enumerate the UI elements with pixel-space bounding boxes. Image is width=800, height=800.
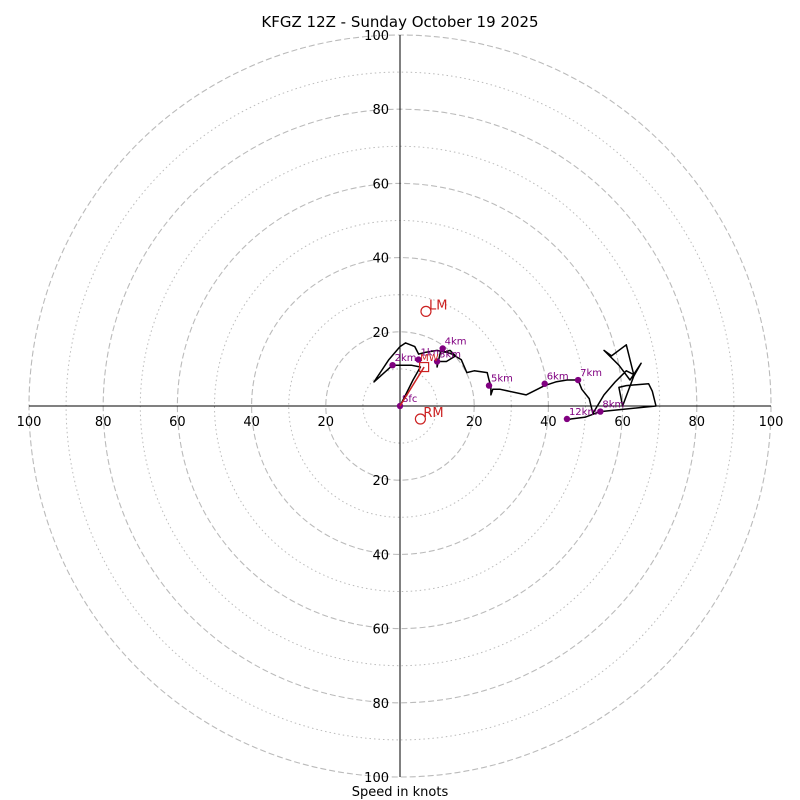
tick-label-right: 100 <box>759 415 784 430</box>
mean-wind-vector <box>399 366 425 407</box>
axis-tick-labels: 20 20 20 20 40 40 40 40 60 60 60 60 80 80 80 80 100 100 10… <box>17 29 784 786</box>
tick-label-left: 40 <box>243 415 260 430</box>
height-marker-1km <box>415 356 422 363</box>
mean-wind-marker <box>419 361 430 373</box>
tick-label-down: 80 <box>372 697 389 712</box>
right-mover-marker <box>414 413 427 425</box>
height-label: 6km <box>547 372 569 383</box>
height-label: 7km <box>580 368 602 379</box>
x-axis-label: Speed in knots <box>352 785 449 800</box>
height-label: Sfc <box>402 394 417 405</box>
right-mover-label: RM <box>423 406 443 421</box>
tick-label-left: 60 <box>169 415 186 430</box>
height-label: 8km <box>602 400 624 411</box>
height-marker-3km <box>433 358 441 365</box>
height-label: 5km <box>491 374 513 385</box>
tick-label-right: 60 <box>614 415 631 430</box>
hodograph-trace <box>373 342 657 422</box>
chart-title: KFGZ 12Z - Sunday October 19 2025 <box>261 13 538 31</box>
tick-label-right: 80 <box>689 415 706 430</box>
tick-label-up: 100 <box>364 29 389 44</box>
tick-label-left: 80 <box>95 415 112 430</box>
left-mover-label: LM <box>429 298 447 313</box>
height-label: 12km <box>569 407 597 418</box>
tick-label-down: 40 <box>372 548 389 563</box>
tick-label-down: 20 <box>372 474 389 489</box>
height-label: 3km <box>439 349 461 360</box>
height-marker-7km <box>574 376 582 384</box>
storm-motion: MW RM LM <box>399 298 447 425</box>
tick-label-up: 40 <box>372 252 389 267</box>
height-label: 1km <box>421 348 443 359</box>
mean-wind-label: MW <box>420 353 439 364</box>
height-marker-2km <box>389 361 396 369</box>
height-label: 2km <box>395 353 417 364</box>
tick-label-down: 100 <box>364 771 389 786</box>
height-marker-8km <box>597 408 604 415</box>
tick-label-left: 20 <box>318 415 335 430</box>
tick-label-right: 20 <box>466 415 483 430</box>
height-marker-6km <box>541 380 548 387</box>
height-marker-5km <box>485 382 493 389</box>
tick-label-up: 80 <box>372 103 389 118</box>
tick-label-left: 100 <box>17 415 42 430</box>
hodograph-series: Sfc 1km 2km 3km 4km 5km 6km 7km 8km 12km <box>373 336 657 423</box>
height-marker-4km <box>439 345 446 352</box>
left-mover-marker <box>420 305 432 317</box>
height-label: 4km <box>445 336 467 347</box>
height-marker-12km <box>563 415 571 423</box>
tick-label-up: 20 <box>372 326 389 341</box>
tick-label-up: 60 <box>372 177 389 192</box>
tick-label-down: 60 <box>372 623 389 638</box>
tick-label-right: 40 <box>540 415 557 430</box>
